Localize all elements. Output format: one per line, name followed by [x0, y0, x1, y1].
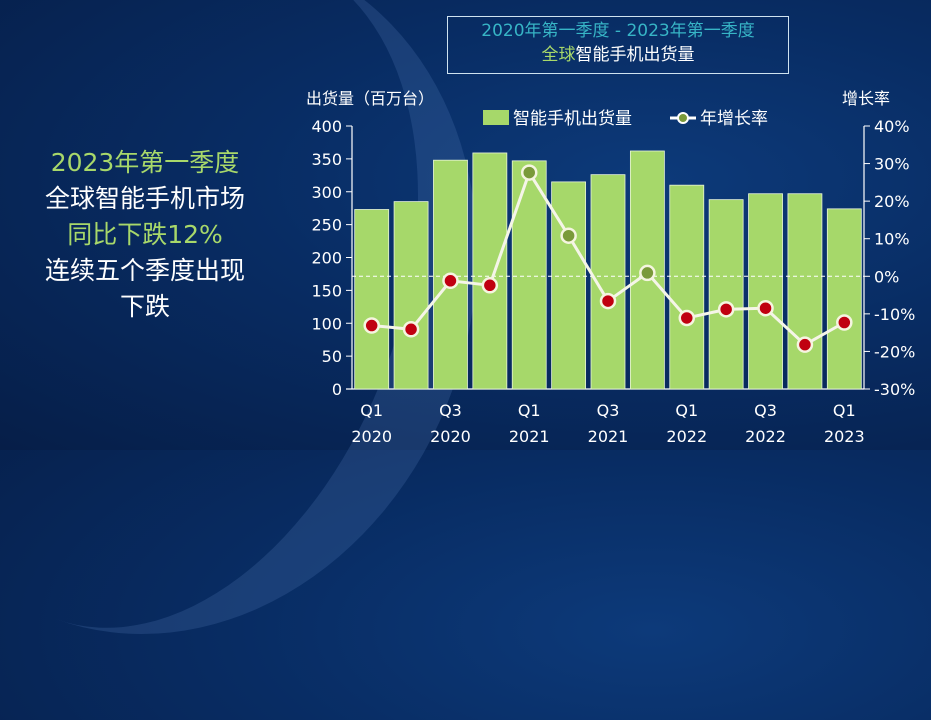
legend-line-label: 年增长率	[700, 109, 768, 129]
y2-tick-label: 40%	[874, 117, 910, 136]
bar	[511, 160, 547, 390]
y-tick-label: 0	[332, 380, 342, 399]
bar	[393, 201, 429, 390]
x-tick-year: 2020	[430, 427, 471, 446]
y-tick-label: 200	[311, 249, 342, 268]
x-tick-year: 2021	[509, 427, 550, 446]
bar	[551, 181, 587, 390]
y2-tick-label: -10%	[874, 305, 915, 324]
title-rest: 智能手机出货量	[575, 45, 695, 65]
x-tick-year: 2022	[666, 427, 707, 446]
y-tick-label: 100	[311, 314, 342, 333]
x-tick-quarter: Q1	[675, 401, 698, 420]
x-tick-quarter: Q3	[439, 401, 462, 420]
legend-bar-swatch	[483, 110, 509, 125]
y2-tick-label: 10%	[874, 230, 910, 249]
chart: 0 50 100 150 200 250 300 350 400 -30% -20% -10% 0% 10…	[311, 109, 915, 446]
y2-tick-label: -20%	[874, 342, 915, 361]
y-tick-label: 400	[311, 117, 342, 136]
chart-title-line2: 全球智能手机出货量	[448, 43, 788, 67]
chart-title: 2020年第一季度 - 2023年第一季度 全球智能手机出货量	[447, 16, 789, 74]
x-tick-year: 2020	[351, 427, 392, 446]
headline-line1: 2023年第一季度	[50, 148, 240, 177]
growth-point	[757, 299, 774, 317]
x-tick-year: 2023	[824, 427, 865, 446]
growth-point	[639, 264, 656, 282]
growth-point	[402, 321, 420, 338]
bar	[354, 209, 390, 390]
x-tick-year: 2022	[745, 427, 786, 446]
y-tick-label: 150	[311, 281, 342, 300]
legend-bar-label: 智能手机出货量	[513, 109, 632, 129]
growth-point	[560, 227, 577, 244]
y2-tick-label: 30%	[874, 155, 910, 174]
headline-line3: 同比下跌12%	[67, 220, 223, 249]
x-tick-year: 2021	[588, 427, 629, 446]
growth-point	[442, 272, 459, 290]
y-tick-label: 250	[311, 216, 342, 235]
chart-title-line1: 2020年第一季度 - 2023年第一季度	[481, 21, 755, 41]
growth-point	[717, 301, 735, 318]
bar	[708, 199, 744, 390]
growth-point	[796, 336, 814, 353]
y-axis-label: 出货量（百万台）	[306, 89, 435, 108]
headline-line4: 连续五个季度出现	[44, 256, 245, 285]
headline-line2: 全球智能手机市场	[44, 184, 245, 213]
y-tick-label: 300	[311, 183, 342, 202]
y2-axis-label: 增长率	[842, 89, 891, 108]
title-highlight: 全球	[541, 45, 576, 65]
growth-point	[678, 309, 696, 327]
bar	[826, 208, 862, 390]
headline-line5: 下跌	[119, 292, 170, 321]
y-tick-label: 350	[311, 150, 342, 169]
x-tick-quarter: Q1	[518, 401, 541, 420]
y2-tick-label: 0%	[874, 267, 899, 286]
bar	[787, 193, 823, 390]
headline: 2023年第一季度 全球智能手机市场 同比下跌12% 连续五个季度出现 下跌	[0, 145, 290, 325]
x-tick-quarter: Q3	[597, 401, 620, 420]
growth-point	[481, 277, 499, 294]
growth-point	[363, 317, 380, 334]
x-tick-quarter: Q3	[754, 401, 777, 420]
y2-tick-label: -30%	[874, 380, 915, 399]
x-tick-quarter: Q1	[833, 401, 856, 420]
bar	[748, 193, 783, 390]
growth-point	[520, 164, 538, 181]
bar	[669, 184, 705, 390]
growth-point	[599, 292, 617, 310]
legend-line-marker	[677, 112, 689, 124]
bar	[472, 152, 508, 390]
growth-point	[836, 314, 853, 331]
x-tick-quarter: Q1	[360, 401, 383, 420]
y2-tick-label: 20%	[874, 192, 910, 211]
y-tick-label: 50	[322, 347, 342, 366]
